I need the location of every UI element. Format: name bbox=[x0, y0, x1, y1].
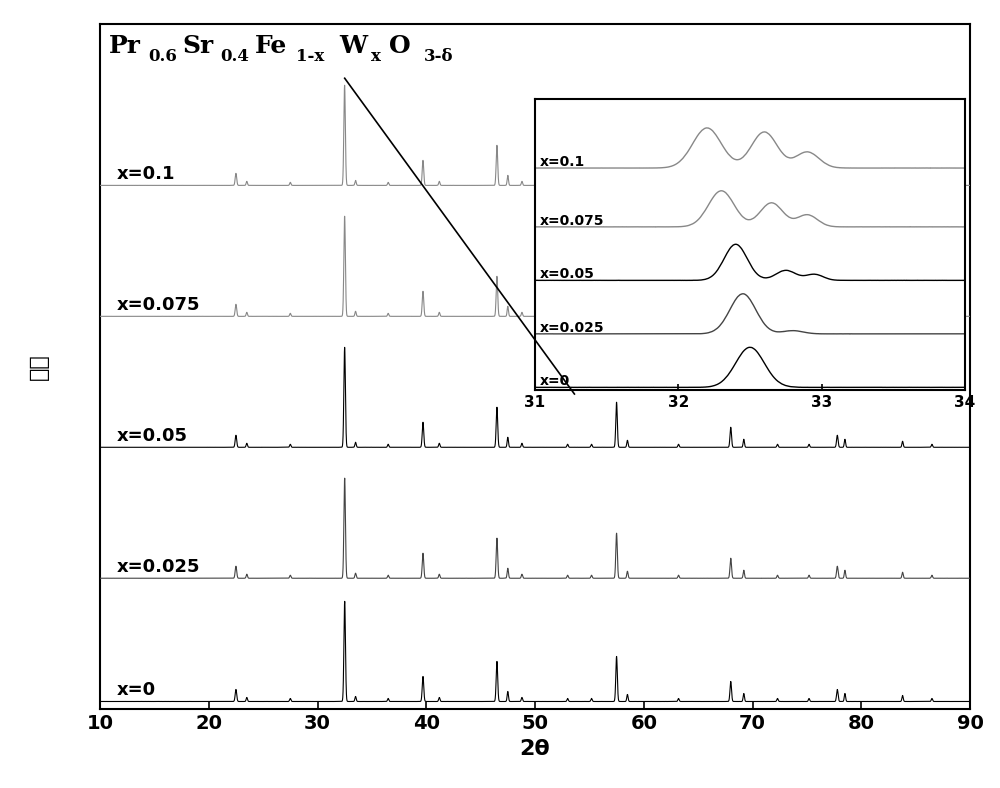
Text: x=0.025: x=0.025 bbox=[116, 558, 200, 576]
X-axis label: 2θ: 2θ bbox=[520, 738, 550, 759]
Text: 3-δ: 3-δ bbox=[424, 47, 453, 65]
Text: x=0.1: x=0.1 bbox=[116, 165, 175, 184]
Text: 强度: 强度 bbox=[29, 353, 49, 380]
Text: x=0.075: x=0.075 bbox=[539, 214, 604, 228]
Text: x=0: x=0 bbox=[116, 682, 155, 699]
Text: 0.4: 0.4 bbox=[220, 47, 249, 65]
Text: Fe: Fe bbox=[255, 34, 287, 58]
Text: Sr: Sr bbox=[183, 34, 214, 58]
Text: x=0.075: x=0.075 bbox=[116, 296, 200, 314]
Text: O: O bbox=[389, 34, 411, 58]
Text: 0.6: 0.6 bbox=[148, 47, 177, 65]
Text: x=0.05: x=0.05 bbox=[539, 267, 594, 281]
Text: 1-x: 1-x bbox=[296, 47, 324, 65]
Text: x=0.05: x=0.05 bbox=[116, 427, 187, 445]
Text: x=0: x=0 bbox=[539, 374, 570, 388]
Text: W: W bbox=[339, 34, 367, 58]
Text: Pr: Pr bbox=[109, 34, 141, 58]
Text: x: x bbox=[371, 47, 381, 65]
Text: x=0.1: x=0.1 bbox=[539, 155, 585, 169]
Text: x=0.025: x=0.025 bbox=[539, 321, 604, 335]
